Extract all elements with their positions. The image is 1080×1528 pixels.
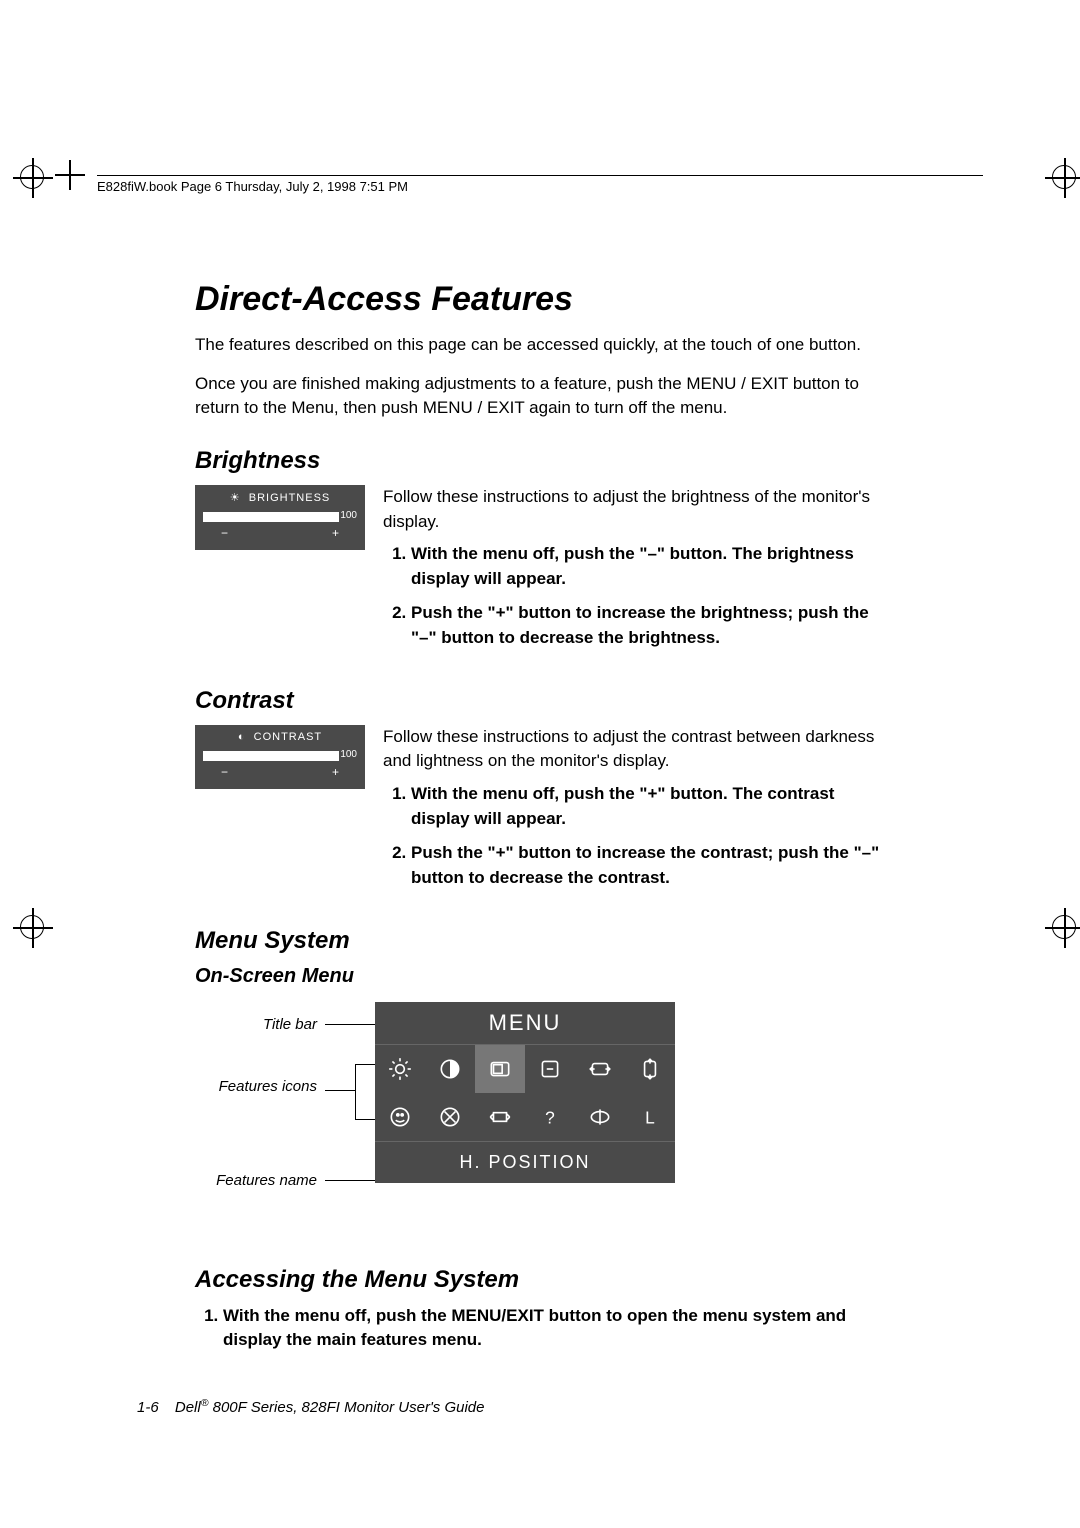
label-title-bar: Title bar xyxy=(263,1016,317,1033)
contrast-bar-value: 100 xyxy=(340,749,357,760)
footer-text: Dell® 800F Series, 828FI Monitor User's … xyxy=(175,1399,485,1416)
contrast-osd-label: CONTRAST xyxy=(254,731,323,743)
contrast-icon xyxy=(425,1045,475,1093)
brightness-bar-value: 100 xyxy=(340,510,357,521)
osd-feature-name: H. POSITION xyxy=(375,1141,675,1183)
brightness-heading: Brightness xyxy=(195,447,885,475)
h-position-icon xyxy=(475,1045,525,1093)
degauss-icon xyxy=(425,1093,475,1141)
intro-paragraph-2: Once you are finished making adjustments… xyxy=(195,372,885,421)
brightness-icon xyxy=(375,1045,425,1093)
contrast-bar-fill xyxy=(204,752,338,760)
h-size-icon xyxy=(575,1045,625,1093)
plus-label: + xyxy=(332,765,339,779)
brightness-step-1: With the menu off, push the "–" button. … xyxy=(411,542,885,591)
brightness-bar-fill xyxy=(204,513,338,521)
brightness-icon: ☀ xyxy=(230,492,241,504)
header-text: E828fiW.book Page 6 Thursday, July 2, 19… xyxy=(97,179,408,194)
menu-callout-lines xyxy=(325,1002,375,1232)
osd-icon-grid: ? L xyxy=(375,1045,675,1141)
contrast-step-2: Push the "+" button to increase the cont… xyxy=(411,841,885,890)
recall-icon xyxy=(475,1093,525,1141)
intro-paragraph-1: The features described on this page can … xyxy=(195,333,885,358)
contrast-icon: ◐ xyxy=(238,731,246,743)
rotate-icon xyxy=(575,1093,625,1141)
contrast-osd: ◐ CONTRAST 100 − + xyxy=(195,725,365,789)
brightness-osd-label: BRIGHTNESS xyxy=(249,492,331,504)
osd-menu-title: MENU xyxy=(375,1002,675,1045)
brightness-lead: Follow these instructions to adjust the … xyxy=(383,487,870,531)
page-title: Direct-Access Features xyxy=(195,280,885,319)
contrast-step-1: With the menu off, push the "+" button. … xyxy=(411,782,885,831)
menu-system-heading: Menu System xyxy=(195,927,885,955)
page-header-line: E828fiW.book Page 6 Thursday, July 2, 19… xyxy=(97,175,983,194)
page-footer: 1-6 Dell® 800F Series, 828FI Monitor Use… xyxy=(137,1397,485,1416)
minus-label: − xyxy=(221,526,228,540)
on-screen-menu-subheading: On-Screen Menu xyxy=(195,965,885,988)
help-icon: ? xyxy=(525,1093,575,1141)
svg-text:?: ? xyxy=(545,1107,555,1127)
accessing-heading: Accessing the Menu System xyxy=(195,1266,885,1294)
svg-text:L: L xyxy=(645,1107,655,1127)
label-features-icons: Features icons xyxy=(219,1078,317,1095)
accessing-step-1: With the menu off, push the MENU/EXIT bu… xyxy=(223,1304,885,1353)
contrast-lead: Follow these instructions to adjust the … xyxy=(383,727,874,771)
osd-main-menu: MENU ? L H. POSITION xyxy=(375,1002,675,1183)
brightness-step-2: Push the "+" button to increase the brig… xyxy=(411,601,885,650)
language-icon: L xyxy=(625,1093,675,1141)
brightness-osd: ☀ BRIGHTNESS 100 − + xyxy=(195,485,365,550)
label-features-name: Features name xyxy=(216,1172,317,1189)
plus-label: + xyxy=(332,526,339,540)
footer-page-number: 1-6 xyxy=(137,1399,159,1416)
v-position-icon xyxy=(525,1045,575,1093)
minus-label: − xyxy=(221,765,228,779)
contrast-heading: Contrast xyxy=(195,687,885,715)
menu-callout-labels: Title bar Features icons Features name xyxy=(215,1002,325,1232)
pincushion-icon xyxy=(375,1093,425,1141)
v-size-icon xyxy=(625,1045,675,1093)
